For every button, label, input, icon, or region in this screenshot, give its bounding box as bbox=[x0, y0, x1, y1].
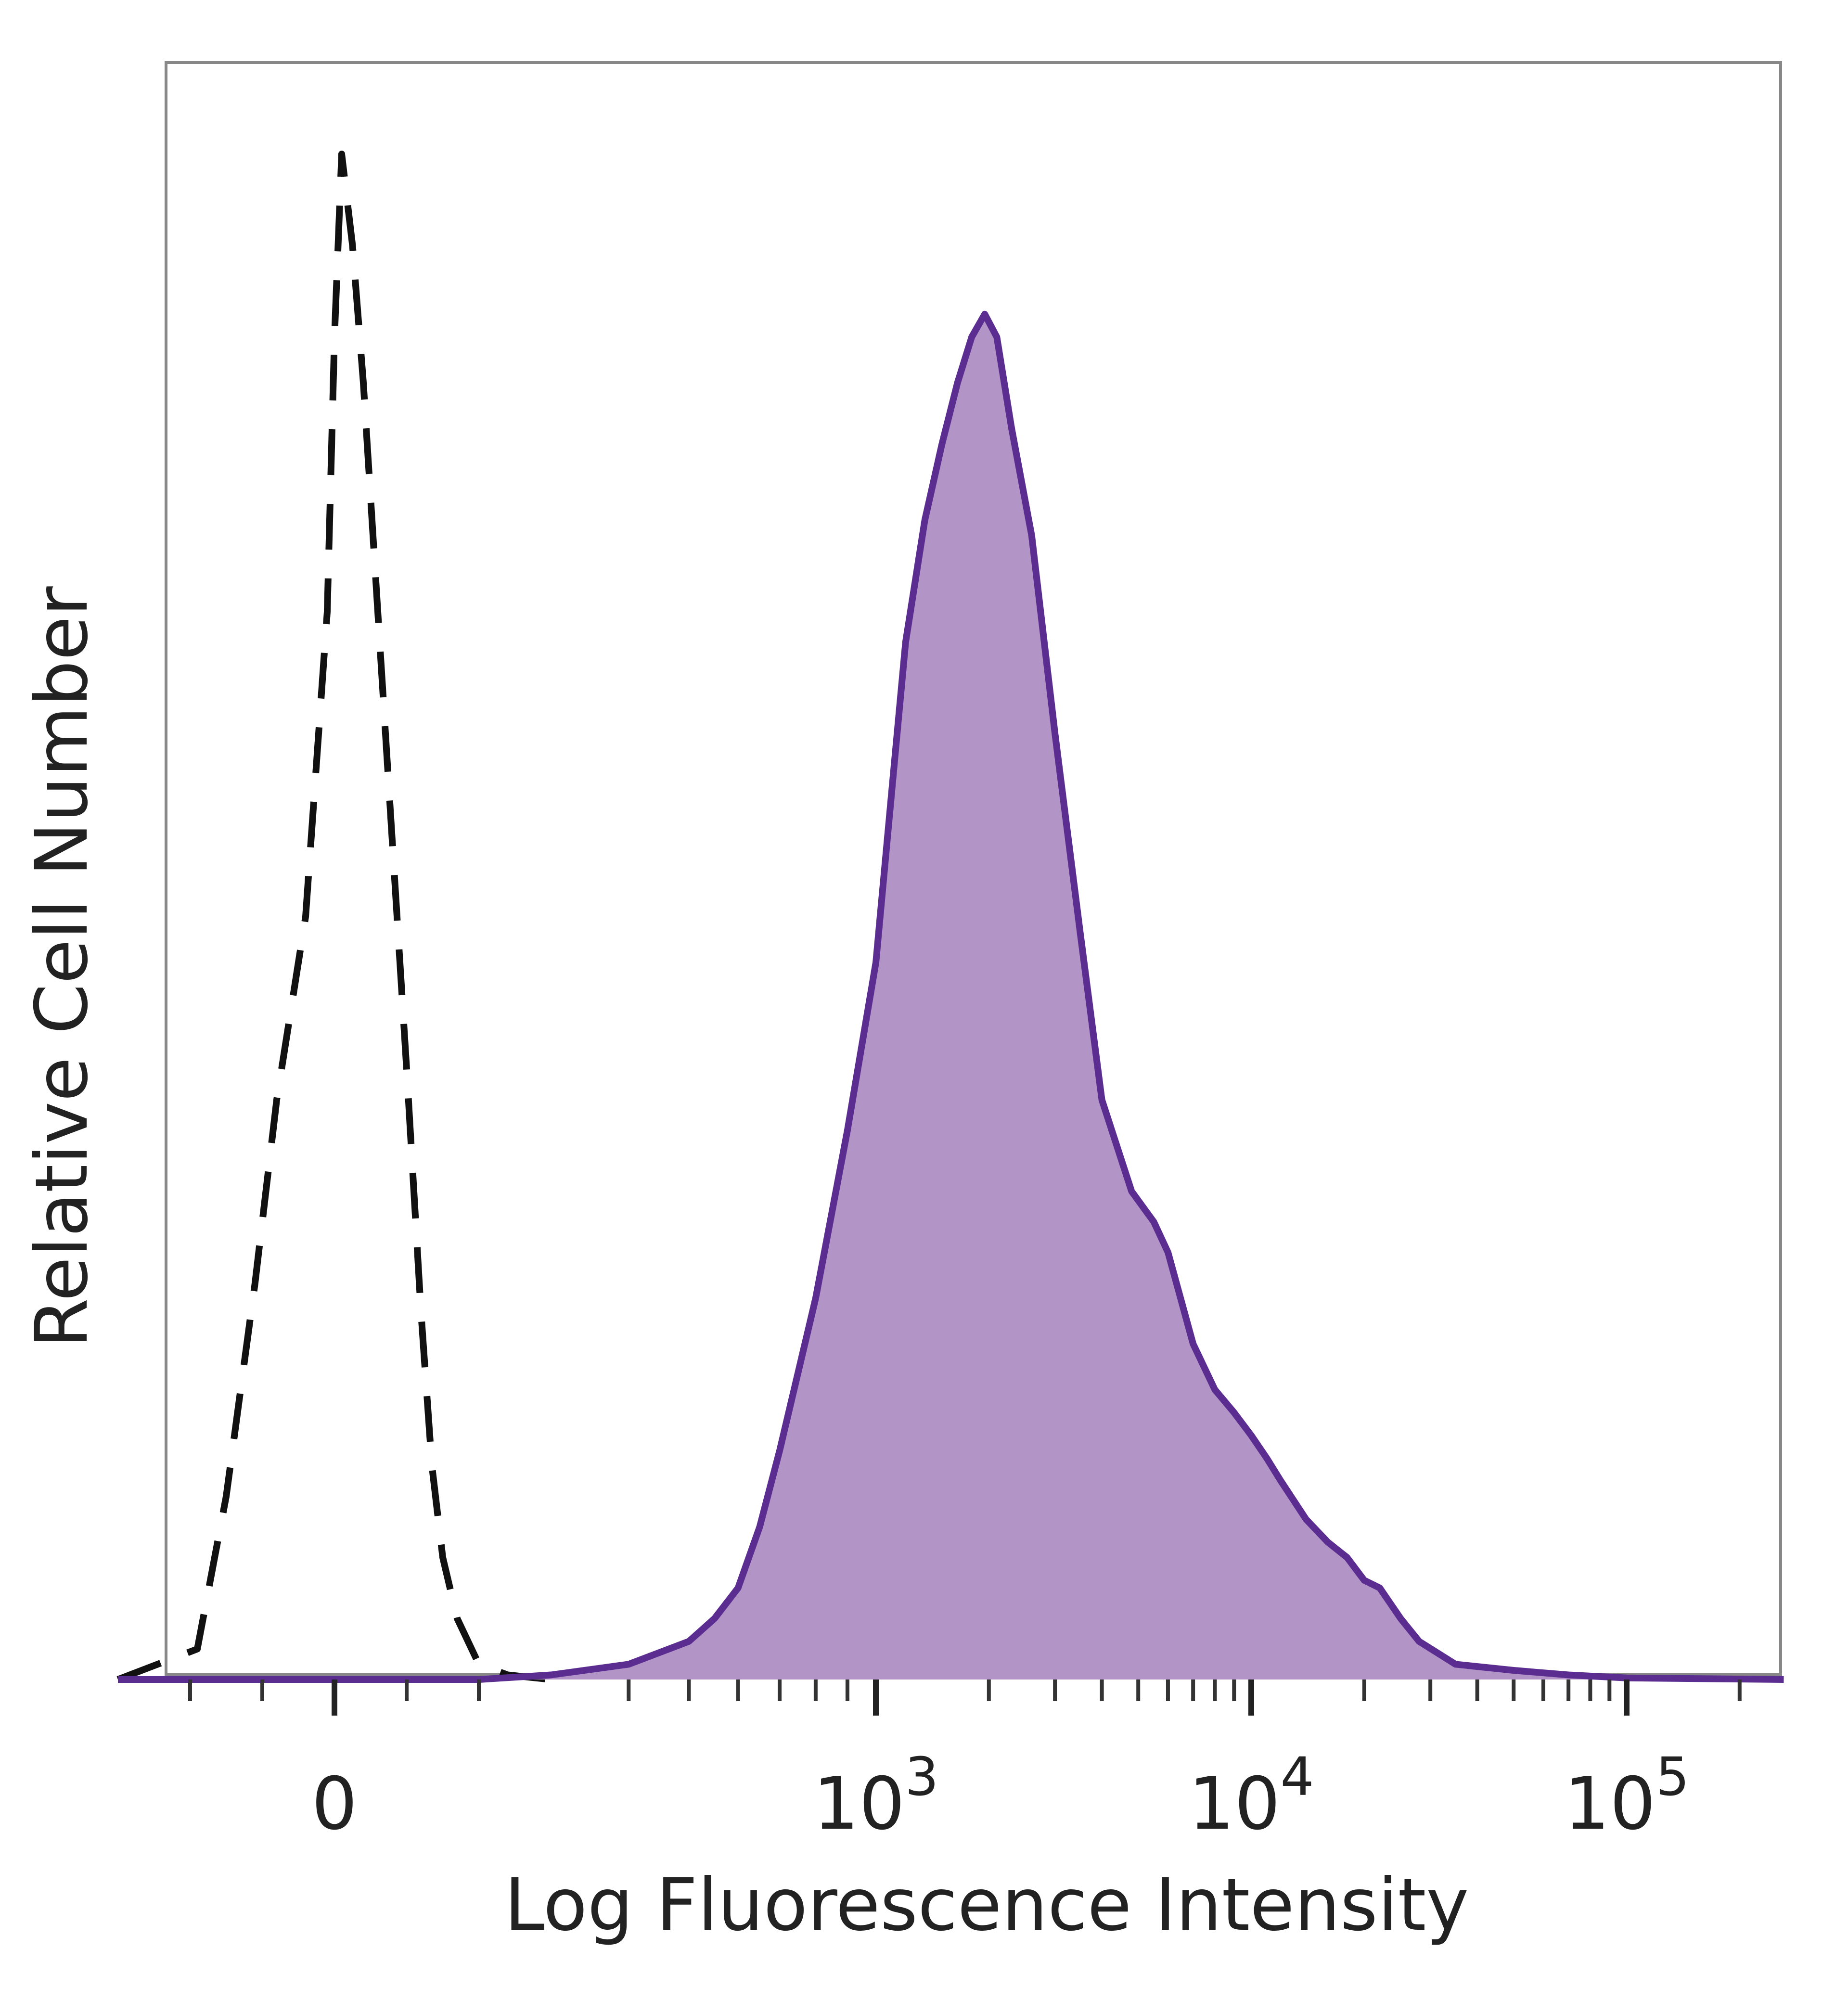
series-layer bbox=[116, 151, 1784, 1683]
control-histogram-line bbox=[116, 151, 552, 1683]
x-tick-label: 104 bbox=[1189, 1746, 1314, 1846]
x-tick-label: 103 bbox=[813, 1746, 939, 1846]
x-axis-ticks bbox=[188, 1679, 1742, 1716]
sample-histogram-line bbox=[118, 310, 1784, 1683]
x-tick-label: 0 bbox=[311, 1762, 357, 1846]
sample-histogram-fill bbox=[118, 314, 1784, 1679]
y-axis-label: Relative Cell Number bbox=[20, 586, 104, 1348]
x-axis-label: Log Fluorescence Intensity bbox=[504, 1863, 1469, 1947]
x-tick-label: 105 bbox=[1564, 1746, 1690, 1846]
x-axis-tick-labels: 0 103 104 105 bbox=[311, 1746, 1689, 1846]
